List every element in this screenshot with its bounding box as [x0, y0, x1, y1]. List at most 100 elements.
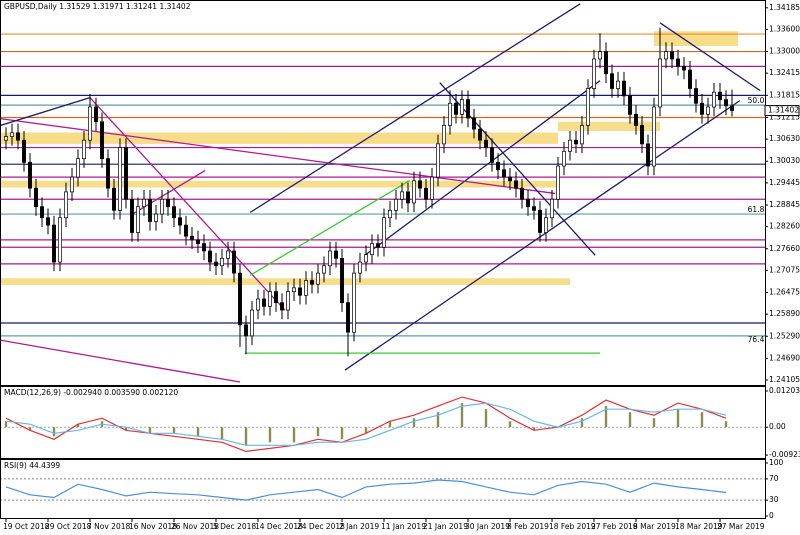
histogram-bar — [436, 412, 440, 428]
y-tick-label: 1.30030 — [769, 156, 800, 165]
candle-body — [142, 198, 146, 208]
candle-body — [70, 176, 74, 193]
macd-frame — [0, 386, 766, 459]
candle-body — [364, 254, 368, 263]
candle-body — [664, 51, 668, 60]
candle-body — [604, 51, 608, 75]
candle-body — [304, 280, 308, 296]
candle-body — [454, 102, 458, 115]
candle-body — [730, 105, 734, 111]
candle-body — [118, 147, 122, 211]
rsi-frame — [0, 459, 766, 519]
candle-body — [382, 217, 386, 248]
y-tick-label: 1.33600 — [769, 24, 800, 33]
candle-body — [322, 265, 326, 274]
y-tick-label: 1.24690 — [769, 353, 800, 362]
trend-line — [0, 339, 241, 383]
macd-title: MACD(12,26,9) -0.002940 0.003590 0.00212… — [4, 388, 178, 397]
fib-label: 76.4 — [748, 335, 765, 344]
y-tick-label: 1.24105 — [769, 375, 800, 384]
candle-body — [340, 258, 344, 304]
candle-body — [622, 80, 626, 97]
candle-body — [574, 139, 578, 145]
x-tick-label: 8 Feb 2019 — [507, 522, 549, 531]
candle-body — [490, 147, 494, 163]
histogram-bar — [316, 427, 320, 437]
candle-body — [346, 302, 350, 333]
histogram-bar — [580, 418, 584, 428]
candle-body — [532, 206, 536, 211]
candle-body — [634, 114, 638, 126]
y-tick-label: 0.00 — [769, 422, 786, 431]
candle-body — [178, 217, 182, 226]
candle-body — [712, 91, 716, 108]
x-tick-label: 18 Mar 2019 — [675, 522, 723, 531]
histogram-bar — [700, 412, 704, 428]
y-tick-label: 1.31215 — [769, 112, 800, 121]
y-tick-label: 70 — [769, 474, 779, 483]
y-tick-label: 1.27660 — [769, 244, 800, 253]
histogram-bar — [52, 427, 56, 437]
candle-body — [316, 272, 320, 285]
y-tick-label: 1.25290 — [769, 331, 800, 340]
candle-body — [436, 143, 440, 178]
candle-body — [520, 187, 524, 200]
candle-body — [682, 66, 686, 71]
trend-line — [364, 80, 601, 256]
histogram-bar — [676, 409, 680, 428]
zone — [558, 121, 660, 131]
candle-body — [220, 258, 224, 267]
histogram-bar — [292, 427, 296, 443]
chart-title: GBPUSD,Daily 1.31529 1.31971 1.31241 1.3… — [4, 2, 191, 11]
candle-body — [64, 191, 68, 219]
candle-body — [400, 191, 404, 200]
candle-body — [100, 121, 104, 160]
histogram-bar — [340, 427, 344, 440]
x-tick-label: 29 Oct 2018 — [45, 522, 92, 531]
candle-body — [658, 58, 662, 108]
candle-body — [694, 88, 698, 104]
fib-label: 61.8 — [748, 205, 765, 214]
y-tick-label: 1.32415 — [769, 68, 800, 77]
candle-body — [190, 235, 194, 241]
candle-body — [508, 176, 512, 182]
price-marker — [764, 105, 800, 117]
candle-body — [310, 280, 314, 285]
candle-body — [136, 206, 140, 233]
candle-body — [106, 158, 110, 189]
trend-line — [89, 97, 286, 311]
candle-body — [22, 139, 26, 163]
x-tick-label: 8 Mar 2019 — [633, 522, 676, 531]
candle-body — [700, 102, 704, 115]
candle-body — [334, 250, 338, 259]
histogram-bar — [364, 427, 368, 434]
plot-layer — [0, 3, 765, 501]
candle-body — [154, 213, 158, 222]
candle-body — [226, 250, 230, 259]
candle-body — [670, 51, 674, 60]
candle-body — [10, 132, 14, 137]
candle-body — [502, 169, 506, 178]
x-tick-label: 11 Jan 2019 — [381, 522, 426, 531]
y-tick-label: 1.30630 — [769, 134, 800, 143]
zone — [0, 180, 558, 188]
candle-body — [592, 58, 596, 89]
candle-body — [46, 217, 50, 226]
candle-body — [598, 51, 602, 60]
y-tick-label: 1.29445 — [769, 178, 800, 187]
x-tick-label: 24 Dec 2018 — [297, 522, 345, 531]
rsi-title: RSI(9) 44.4399 — [4, 461, 60, 470]
candle-body — [652, 106, 656, 167]
zone — [654, 31, 738, 47]
candle-body — [94, 106, 98, 123]
histogram-bar — [172, 427, 176, 434]
main-frame — [0, 0, 766, 386]
candle-body — [244, 324, 248, 337]
candle-body — [442, 125, 446, 145]
candle-body — [412, 180, 416, 204]
y-tick-label: 1.31815 — [769, 90, 800, 99]
candle-body — [58, 217, 62, 263]
candle-body — [298, 287, 302, 296]
candle-body — [370, 243, 374, 256]
candle-body — [646, 143, 650, 167]
